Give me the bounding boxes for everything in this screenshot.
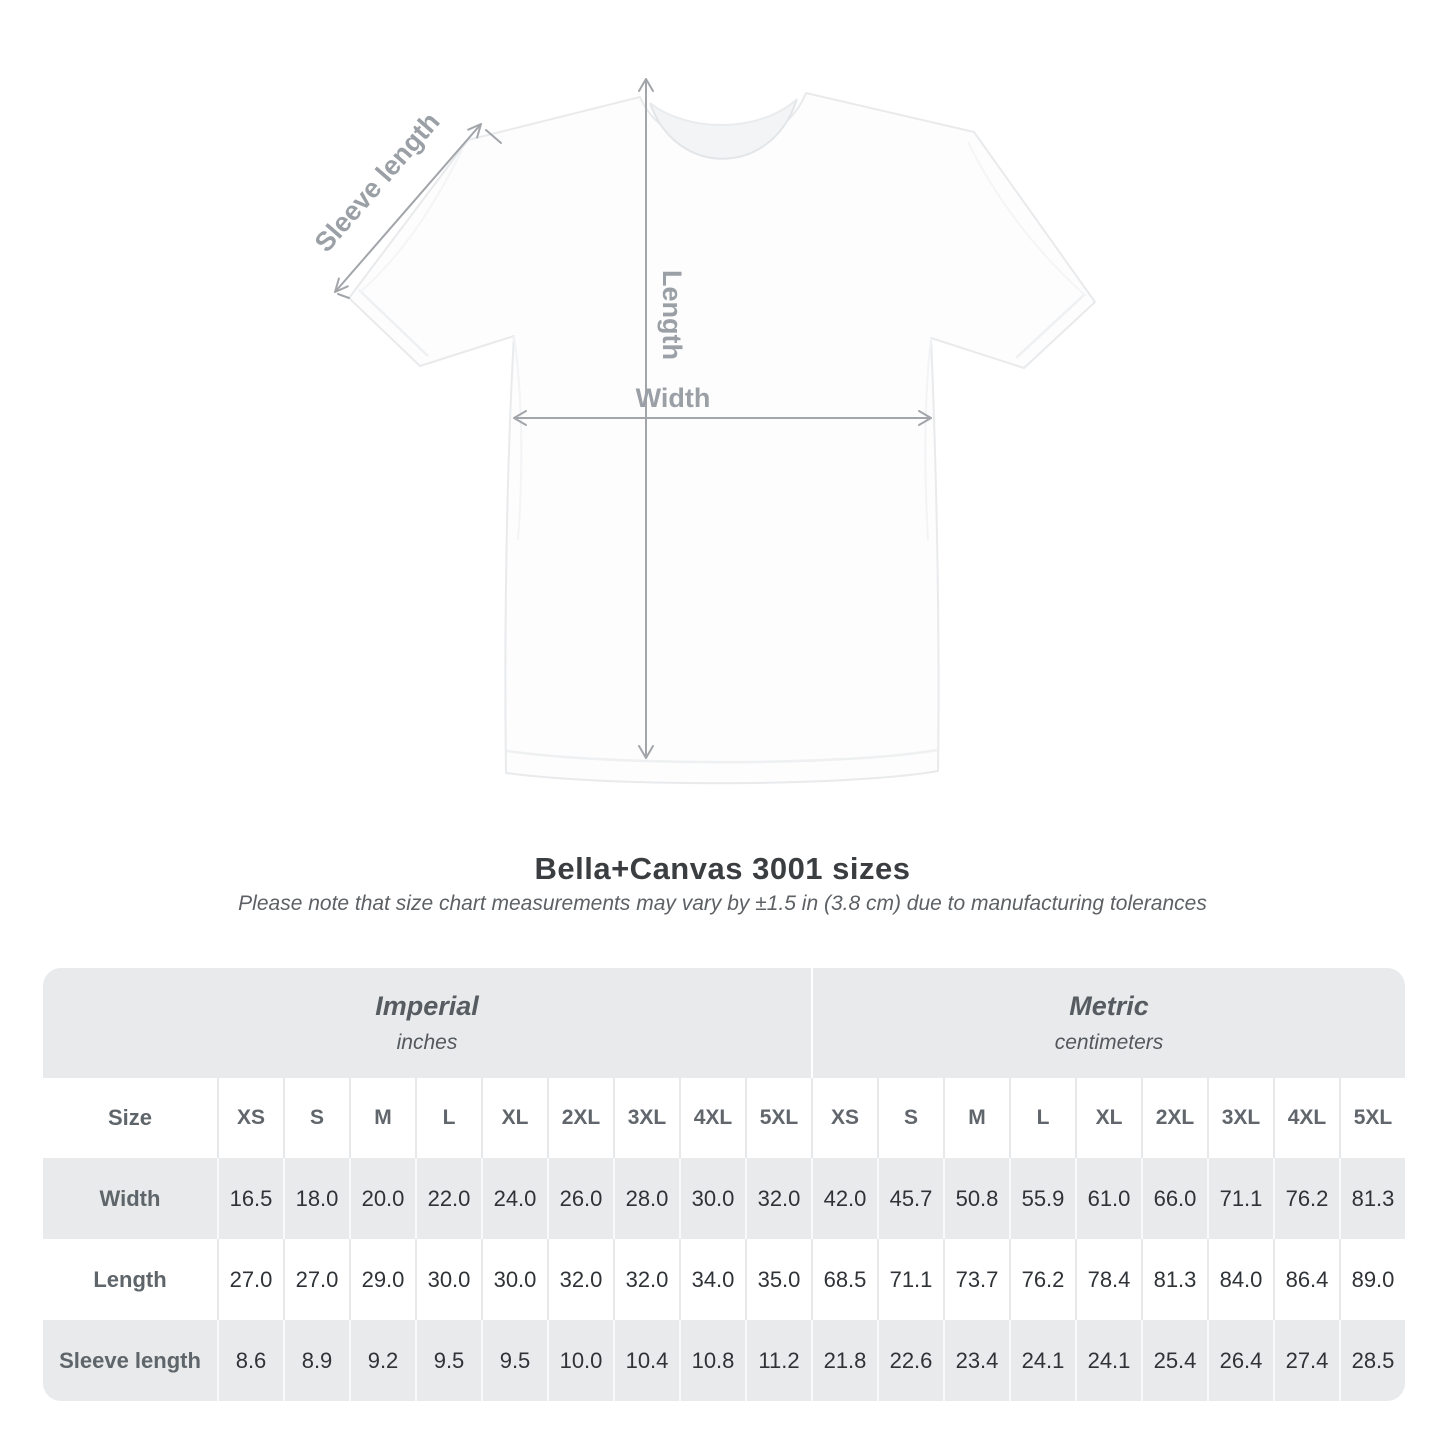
- value-cell: 28.5: [1339, 1320, 1405, 1401]
- value-cell: 30.0: [481, 1239, 547, 1320]
- page-title: Bella+Canvas 3001 sizes: [534, 851, 911, 886]
- size-header-label: Size: [107, 1105, 153, 1130]
- value-cell: 84.0: [1207, 1239, 1273, 1320]
- value-cell: 89.0: [1339, 1239, 1405, 1320]
- size-table: Imperial inches Metric centimeters Size …: [43, 968, 1405, 1401]
- size-col-header: S: [877, 1078, 943, 1158]
- value-cell: 22.0: [415, 1158, 481, 1239]
- value-cell: 50.8: [943, 1158, 1009, 1239]
- size-col-header: 5XL: [745, 1078, 811, 1158]
- value-cell: 28.0: [613, 1158, 679, 1239]
- imperial-group-header: Imperial inches: [43, 968, 811, 1078]
- value-cell: 55.9: [1009, 1158, 1075, 1239]
- value-cell: 71.1: [1207, 1158, 1273, 1239]
- value-cell: 9.5: [481, 1320, 547, 1401]
- value-cell: 22.6: [877, 1320, 943, 1401]
- value-cell: 35.0: [745, 1239, 811, 1320]
- value-cell: 9.5: [415, 1320, 481, 1401]
- value-cell: 81.3: [1141, 1239, 1207, 1320]
- value-cell: 32.0: [745, 1158, 811, 1239]
- value-cell: 61.0: [1075, 1158, 1141, 1239]
- size-col-header: L: [415, 1078, 481, 1158]
- value-cell: 27.0: [217, 1239, 283, 1320]
- value-cell: 18.0: [283, 1158, 349, 1239]
- value-cell: 68.5: [811, 1239, 877, 1320]
- value-cell: 11.2: [745, 1320, 811, 1401]
- value-cell: 30.0: [415, 1239, 481, 1320]
- row-label: Width: [99, 1185, 161, 1211]
- size-header-row: Size XS S M L XL 2XL 3XL 4XL 5XL XS S M …: [43, 1078, 1405, 1158]
- size-col-header: 2XL: [1141, 1078, 1207, 1158]
- value-cell: 23.4: [943, 1320, 1009, 1401]
- imperial-unit: inches: [396, 1031, 458, 1054]
- row-label: Length: [93, 1266, 167, 1292]
- value-cell: 32.0: [613, 1239, 679, 1320]
- value-cell: 26.4: [1207, 1320, 1273, 1401]
- metric-title: Metric: [1069, 991, 1149, 1021]
- size-col-header: 4XL: [1273, 1078, 1339, 1158]
- value-cell: 78.4: [1075, 1239, 1141, 1320]
- value-cell: 76.2: [1273, 1158, 1339, 1239]
- size-col-header: XL: [481, 1078, 547, 1158]
- size-col-header: XL: [1075, 1078, 1141, 1158]
- value-cell: 71.1: [877, 1239, 943, 1320]
- value-cell: 8.6: [217, 1320, 283, 1401]
- length-label: Length: [657, 270, 687, 360]
- value-cell: 34.0: [679, 1239, 745, 1320]
- metric-group-header: Metric centimeters: [811, 968, 1405, 1078]
- value-cell: 24.1: [1009, 1320, 1075, 1401]
- value-cell: 24.0: [481, 1158, 547, 1239]
- tshirt-illustration: [348, 92, 1096, 785]
- value-cell: 10.4: [613, 1320, 679, 1401]
- size-col-header: M: [943, 1078, 1009, 1158]
- value-cell: 29.0: [349, 1239, 415, 1320]
- metric-unit: centimeters: [1054, 1031, 1164, 1054]
- size-col-header: 3XL: [613, 1078, 679, 1158]
- tshirt-measurement-diagram: Sleeve length Length Width: [309, 78, 1096, 785]
- length-dimension: Length: [638, 78, 687, 759]
- row-label: Sleeve length: [59, 1347, 201, 1373]
- value-cell: 10.0: [547, 1320, 613, 1401]
- imperial-title: Imperial: [375, 991, 479, 1021]
- size-col-header: 5XL: [1339, 1078, 1405, 1158]
- unit-header-row: Imperial inches Metric centimeters: [43, 968, 1405, 1078]
- value-cell: 30.0: [679, 1158, 745, 1239]
- size-col-header: 2XL: [547, 1078, 613, 1158]
- value-cell: 21.8: [811, 1320, 877, 1401]
- width-label: Width: [636, 383, 711, 413]
- tolerance-note: Please note that size chart measurements…: [238, 892, 1207, 915]
- table-row-length: Length 27.0 27.0 29.0 30.0 30.0 32.0 32.…: [43, 1239, 1405, 1320]
- value-cell: 32.0: [547, 1239, 613, 1320]
- value-cell: 10.8: [679, 1320, 745, 1401]
- value-cell: 9.2: [349, 1320, 415, 1401]
- value-cell: 76.2: [1009, 1239, 1075, 1320]
- value-cell: 25.4: [1141, 1320, 1207, 1401]
- size-col-header: M: [349, 1078, 415, 1158]
- size-col-header: L: [1009, 1078, 1075, 1158]
- value-cell: 42.0: [811, 1158, 877, 1239]
- size-col-header: S: [283, 1078, 349, 1158]
- value-cell: 86.4: [1273, 1239, 1339, 1320]
- table-row-sleeve-length: Sleeve length 8.6 8.9 9.2 9.5 9.5 10.0 1…: [43, 1320, 1405, 1401]
- value-cell: 66.0: [1141, 1158, 1207, 1239]
- size-col-header: XS: [217, 1078, 283, 1158]
- table-row-width: Width 16.5 18.0 20.0 22.0 24.0 26.0 28.0…: [43, 1158, 1405, 1239]
- value-cell: 27.4: [1273, 1320, 1339, 1401]
- size-col-header: 4XL: [679, 1078, 745, 1158]
- value-cell: 26.0: [547, 1158, 613, 1239]
- value-cell: 81.3: [1339, 1158, 1405, 1239]
- value-cell: 45.7: [877, 1158, 943, 1239]
- value-cell: 24.1: [1075, 1320, 1141, 1401]
- width-dimension: Width: [513, 383, 932, 426]
- size-col-header: XS: [811, 1078, 877, 1158]
- collar-opening: [650, 99, 797, 159]
- value-cell: 16.5: [217, 1158, 283, 1239]
- value-cell: 20.0: [349, 1158, 415, 1239]
- value-cell: 8.9: [283, 1320, 349, 1401]
- value-cell: 73.7: [943, 1239, 1009, 1320]
- size-col-header: 3XL: [1207, 1078, 1273, 1158]
- value-cell: 27.0: [283, 1239, 349, 1320]
